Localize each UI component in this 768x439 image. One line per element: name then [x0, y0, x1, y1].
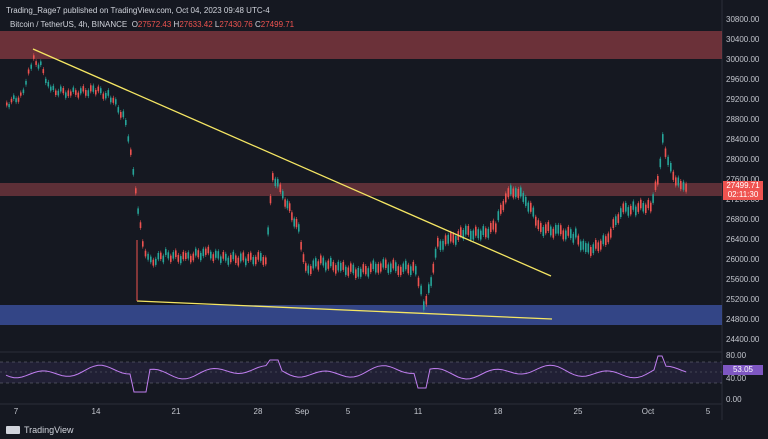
time-tick: Oct [641, 407, 655, 416]
low-label: L [214, 20, 220, 29]
time-tick: 18 [493, 407, 503, 416]
price-tick: 26000.00 [726, 255, 760, 264]
price-tick: 26400.00 [726, 235, 760, 244]
price-tick: 29600.00 [726, 75, 760, 84]
rsi-line [5, 355, 687, 393]
price-tick: 25600.00 [726, 275, 760, 284]
publisher-line: Trading_Rage7 published on TradingView.c… [6, 6, 270, 15]
time-tick: 7 [13, 407, 19, 416]
price-tick: 25200.00 [726, 295, 760, 304]
time-tick: 14 [91, 407, 101, 416]
tradingview-icon [6, 426, 20, 434]
time-tick: 5 [705, 407, 711, 416]
last-price-badge: 27499.71 [723, 181, 763, 191]
symbol-name: Bitcoin / TetherUS, 4h, BINANCE [10, 20, 128, 29]
symbol-info: Bitcoin / TetherUS, 4h, BINANCE O27572.4… [10, 20, 294, 29]
supply-zone [0, 31, 722, 59]
descending-trendline[interactable] [32, 48, 552, 277]
low-value: 27430.76 [219, 20, 253, 29]
candlesticks [6, 53, 687, 312]
rsi-tick: 80.00 [726, 351, 747, 360]
rsi-band [0, 362, 722, 383]
close-label: C [254, 20, 261, 29]
price-tick: 28800.00 [726, 115, 760, 124]
price-tick: 30400.00 [726, 35, 760, 44]
high-value: 27633.42 [179, 20, 213, 29]
price-tick: 24400.00 [726, 335, 760, 344]
price-tick: 30000.00 [726, 55, 760, 64]
time-tick: 21 [171, 407, 181, 416]
open-value: 27572.43 [137, 20, 172, 29]
rsi-tick: 40.00 [726, 374, 747, 383]
rsi-tick: 0.00 [726, 395, 742, 404]
price-tick: 29200.00 [726, 95, 760, 104]
countdown-badge: 02:11:30 [723, 190, 763, 200]
resistance-zone [0, 183, 722, 196]
time-tick: 25 [573, 407, 583, 416]
demand-zone [0, 305, 722, 325]
time-tick: 5 [345, 407, 351, 416]
close-value: 27499.71 [260, 20, 295, 29]
open-label: O [131, 20, 138, 29]
time-tick: Sep [294, 407, 310, 416]
lower-trendline[interactable] [136, 300, 553, 320]
price-tick: 26800.00 [726, 215, 760, 224]
rsi-value-badge: 53.05 [723, 365, 763, 375]
price-tick: 27600.00 [726, 175, 760, 184]
price-tick: 28000.00 [726, 155, 760, 164]
logo-text: TradingView [24, 425, 74, 435]
high-label: H [173, 20, 180, 29]
tradingview-logo[interactable]: TradingView [6, 425, 74, 435]
time-tick: 28 [253, 407, 263, 416]
price-tick: 28400.00 [726, 135, 760, 144]
price-tick: 30800.00 [726, 15, 760, 24]
time-tick: 11 [413, 407, 423, 416]
price-tick: 24800.00 [726, 315, 760, 324]
